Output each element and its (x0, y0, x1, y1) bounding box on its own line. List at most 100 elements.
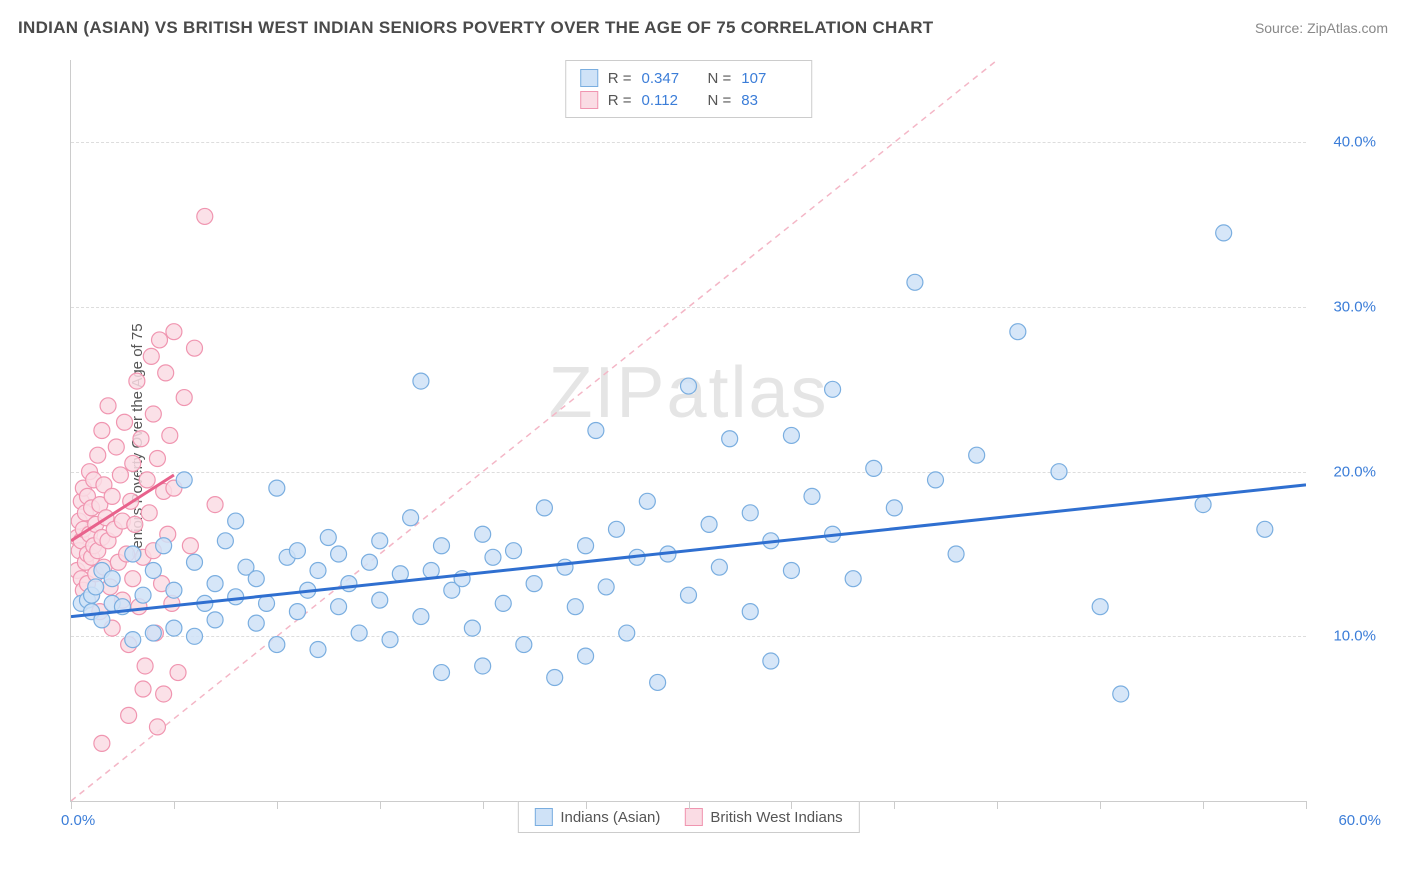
data-point-series-0 (413, 373, 429, 389)
x-tick (1100, 801, 1101, 809)
plot-area: ZIPatlas R = 0.347 N = 107 R = 0.112 N =… (70, 60, 1306, 802)
data-point-series-1 (108, 439, 124, 455)
data-point-series-0 (145, 625, 161, 641)
data-point-series-1 (152, 332, 168, 348)
data-point-series-1 (145, 406, 161, 422)
data-point-series-0 (578, 538, 594, 554)
data-point-series-0 (825, 381, 841, 397)
data-point-series-0 (166, 582, 182, 598)
data-point-series-0 (125, 632, 141, 648)
data-point-series-0 (742, 505, 758, 521)
data-point-series-0 (495, 595, 511, 611)
x-tick (277, 801, 278, 809)
data-point-series-1 (156, 686, 172, 702)
data-point-series-0 (289, 604, 305, 620)
x-tick (689, 801, 690, 809)
legend-item-0: Indians (Asian) (534, 808, 660, 826)
data-point-series-1 (117, 414, 133, 430)
stat-n-label: N = (708, 92, 732, 109)
data-point-series-1 (129, 373, 145, 389)
data-point-series-0 (125, 546, 141, 562)
data-point-series-0 (145, 562, 161, 578)
data-point-series-0 (434, 665, 450, 681)
data-point-series-0 (248, 571, 264, 587)
stats-row-series-0: R = 0.347 N = 107 (580, 67, 798, 89)
data-point-series-0 (619, 625, 635, 641)
data-point-series-0 (763, 653, 779, 669)
data-point-series-0 (464, 620, 480, 636)
data-point-series-0 (413, 609, 429, 625)
x-tick (483, 801, 484, 809)
stat-r-value-1: 0.112 (642, 92, 692, 109)
data-point-series-0 (166, 620, 182, 636)
data-point-series-0 (516, 637, 532, 653)
data-point-series-0 (289, 543, 305, 559)
data-point-series-0 (228, 589, 244, 605)
data-point-series-1 (141, 505, 157, 521)
x-origin-label: 0.0% (61, 812, 95, 829)
data-point-series-0 (269, 480, 285, 496)
legend-label-1: British West Indians (710, 809, 842, 826)
data-point-series-0 (969, 447, 985, 463)
data-point-series-1 (139, 472, 155, 488)
legend-item-1: British West Indians (684, 808, 842, 826)
x-tick (174, 801, 175, 809)
data-point-series-0 (608, 521, 624, 537)
data-point-series-1 (137, 658, 153, 674)
data-point-series-0 (341, 576, 357, 592)
y-tick-label: 10.0% (1333, 628, 1376, 645)
data-point-series-0 (1216, 225, 1232, 241)
data-point-series-0 (526, 576, 542, 592)
data-point-series-0 (722, 431, 738, 447)
data-point-series-1 (158, 365, 174, 381)
data-point-series-0 (1051, 464, 1067, 480)
data-point-series-0 (1195, 497, 1211, 513)
data-point-series-1 (100, 398, 116, 414)
data-point-series-1 (94, 423, 110, 439)
data-point-series-0 (331, 599, 347, 615)
data-point-series-1 (90, 447, 106, 463)
swatch-series-0 (580, 69, 598, 87)
data-point-series-1 (197, 208, 213, 224)
data-point-series-0 (310, 562, 326, 578)
data-point-series-0 (351, 625, 367, 641)
stat-r-value-0: 0.347 (642, 70, 692, 87)
stat-r-label: R = (608, 92, 632, 109)
data-point-series-0 (536, 500, 552, 516)
data-point-series-1 (176, 390, 192, 406)
y-tick-label: 40.0% (1333, 134, 1376, 151)
data-point-series-0 (269, 637, 285, 653)
data-point-series-1 (162, 427, 178, 443)
data-point-series-0 (681, 587, 697, 603)
data-point-series-0 (361, 554, 377, 570)
data-point-series-0 (650, 674, 666, 690)
data-point-series-1 (121, 707, 137, 723)
data-point-series-0 (475, 658, 491, 674)
swatch-series-1 (580, 91, 598, 109)
data-point-series-0 (434, 538, 450, 554)
data-point-series-0 (176, 472, 192, 488)
data-point-series-0 (228, 513, 244, 529)
data-point-series-0 (156, 538, 172, 554)
data-point-series-0 (1113, 686, 1129, 702)
diagonal-reference-line (71, 60, 997, 801)
data-point-series-1 (125, 455, 141, 471)
data-point-series-0 (845, 571, 861, 587)
data-point-series-0 (187, 554, 203, 570)
data-point-series-0 (866, 460, 882, 476)
x-tick (1306, 801, 1307, 809)
legend-swatch-0 (534, 808, 552, 826)
data-point-series-0 (217, 533, 233, 549)
chart-container: Seniors Poverty Over the Age of 75 ZIPat… (50, 50, 1386, 832)
data-point-series-0 (948, 546, 964, 562)
data-point-series-0 (804, 488, 820, 504)
data-point-series-1 (104, 488, 120, 504)
data-point-series-0 (907, 274, 923, 290)
data-point-series-1 (127, 516, 143, 532)
x-tick (586, 801, 587, 809)
x-tick (380, 801, 381, 809)
data-point-series-1 (187, 340, 203, 356)
data-point-series-0 (310, 642, 326, 658)
data-point-series-0 (588, 423, 604, 439)
data-point-series-1 (149, 450, 165, 466)
